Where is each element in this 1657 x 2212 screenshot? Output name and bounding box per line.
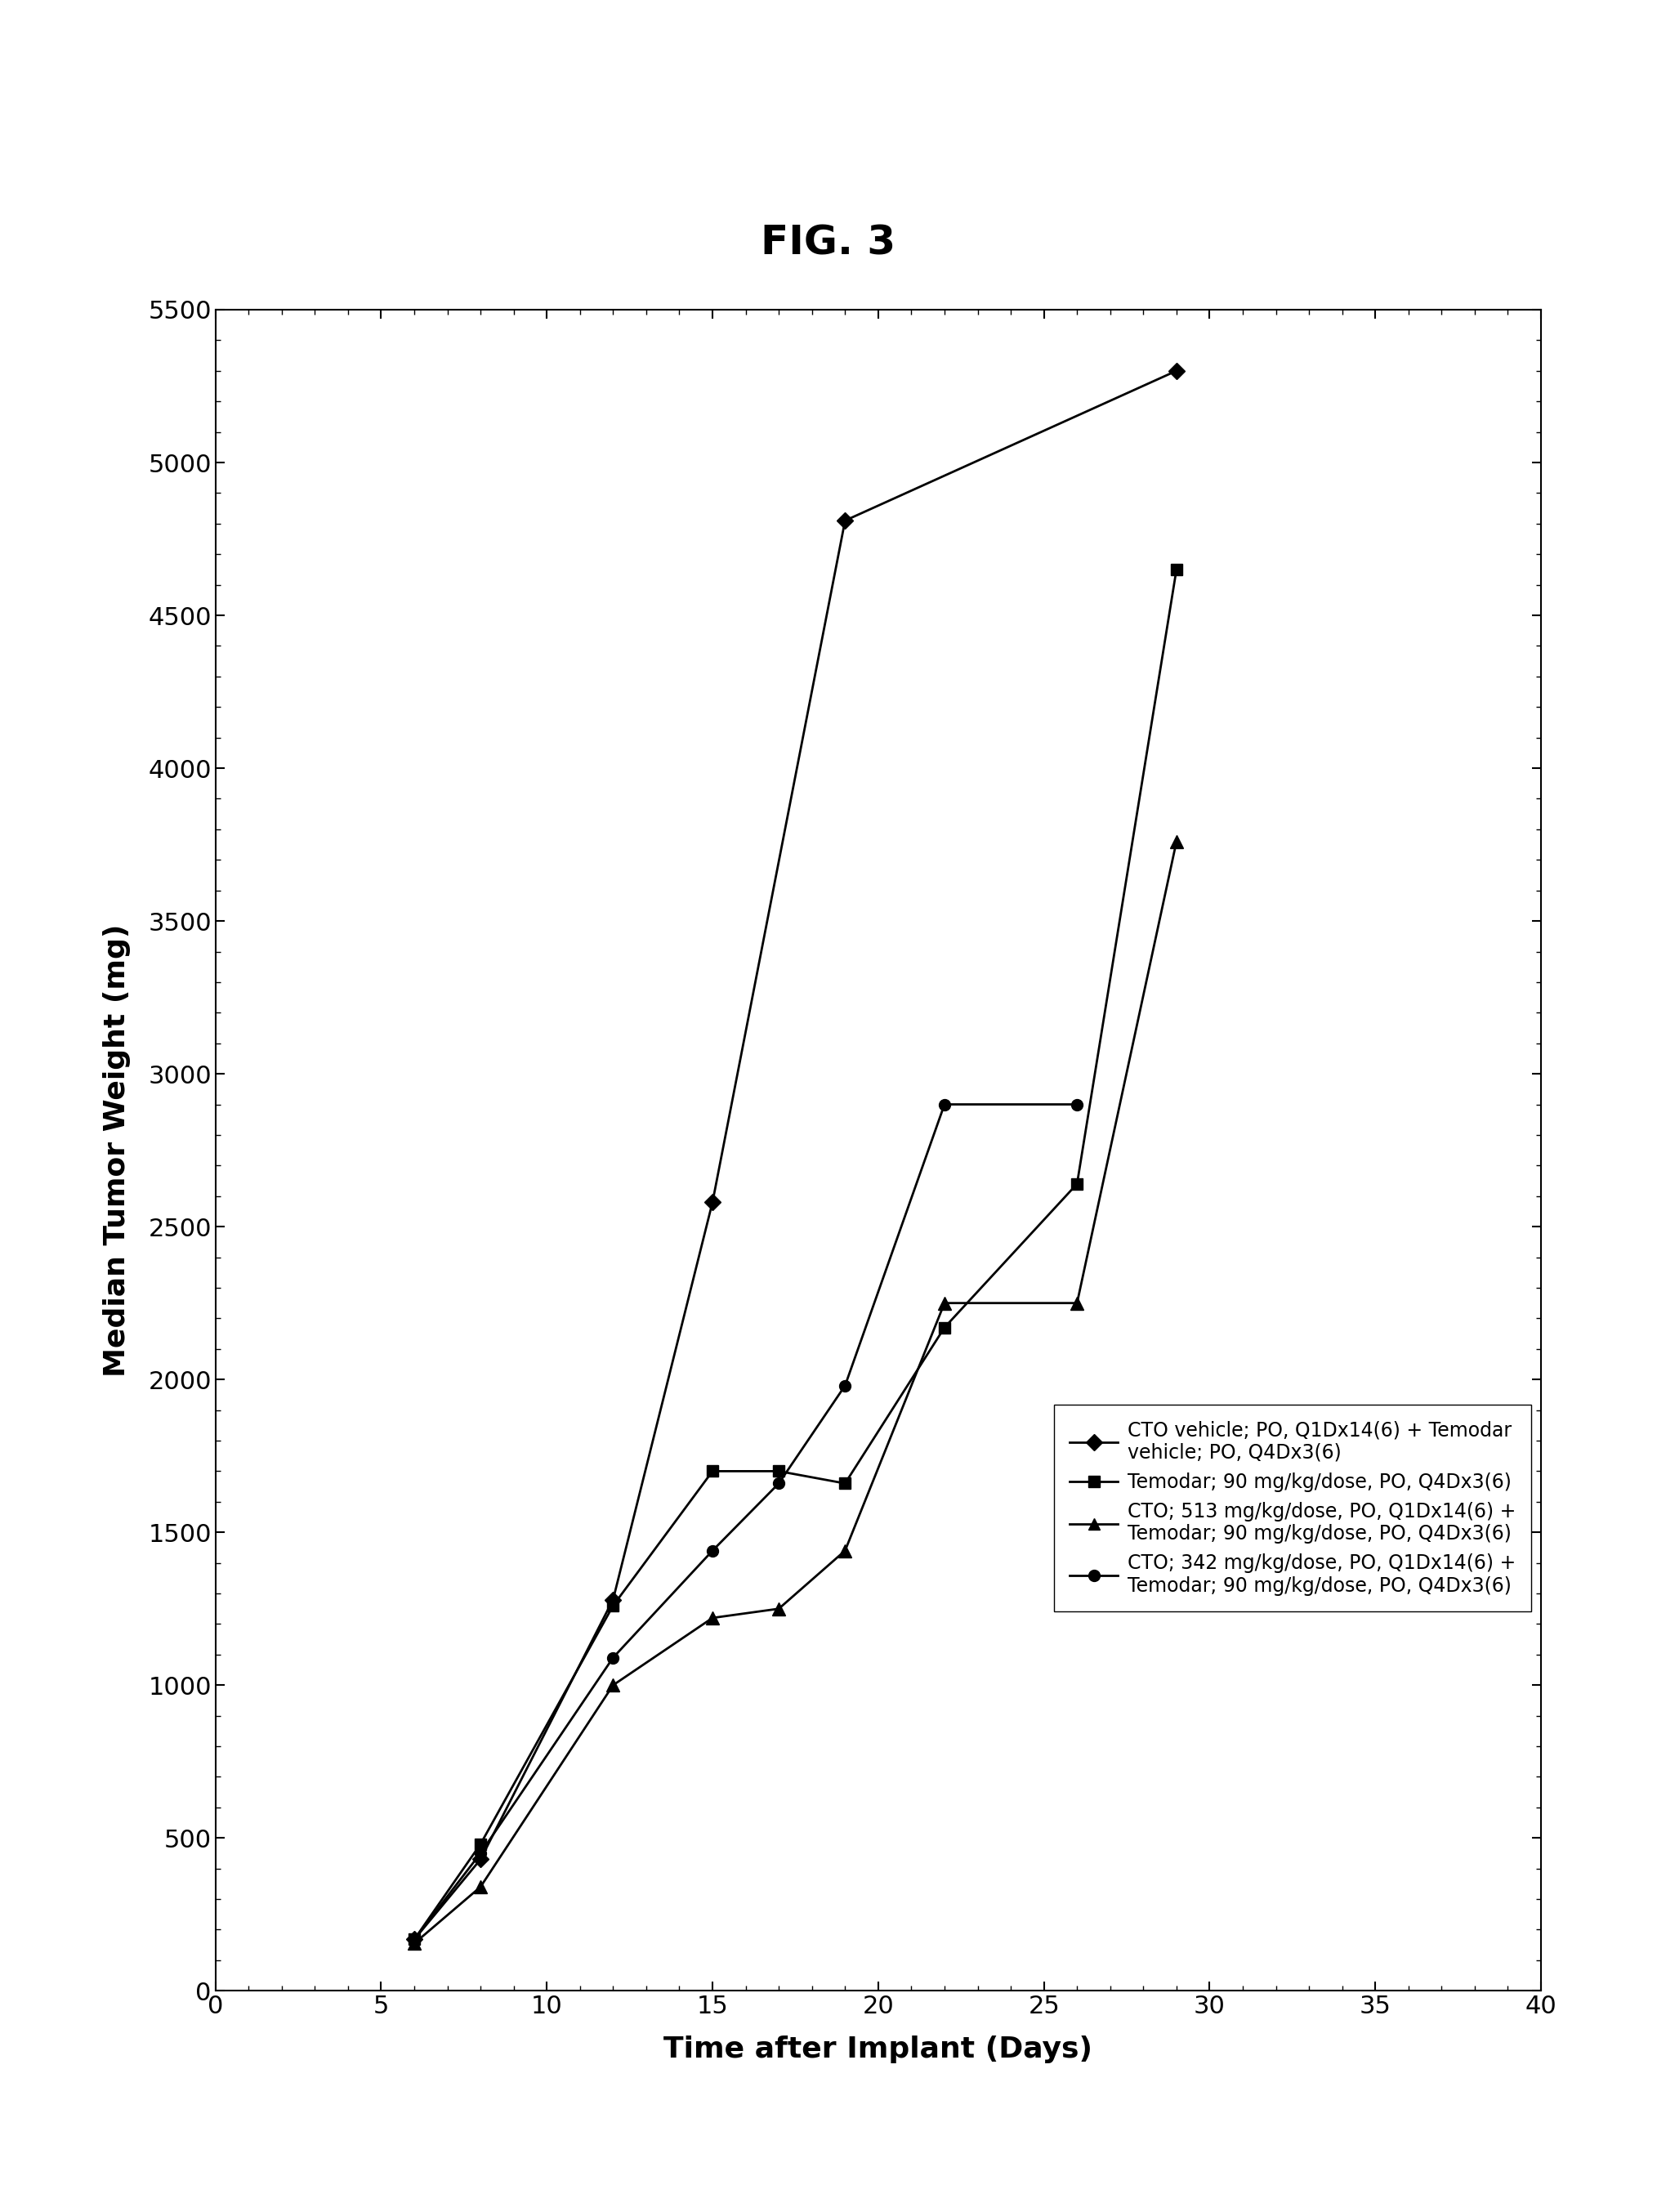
Legend: CTO vehicle; PO, Q1Dx14(6) + Temodar
vehicle; PO, Q4Dx3(6), Temodar; 90 mg/kg/do: CTO vehicle; PO, Q1Dx14(6) + Temodar veh… bbox=[1054, 1405, 1531, 1610]
Text: FIG. 3: FIG. 3 bbox=[761, 223, 896, 263]
X-axis label: Time after Implant (Days): Time after Implant (Days) bbox=[664, 2035, 1092, 2064]
Y-axis label: Median Tumor Weight (mg): Median Tumor Weight (mg) bbox=[103, 925, 131, 1376]
